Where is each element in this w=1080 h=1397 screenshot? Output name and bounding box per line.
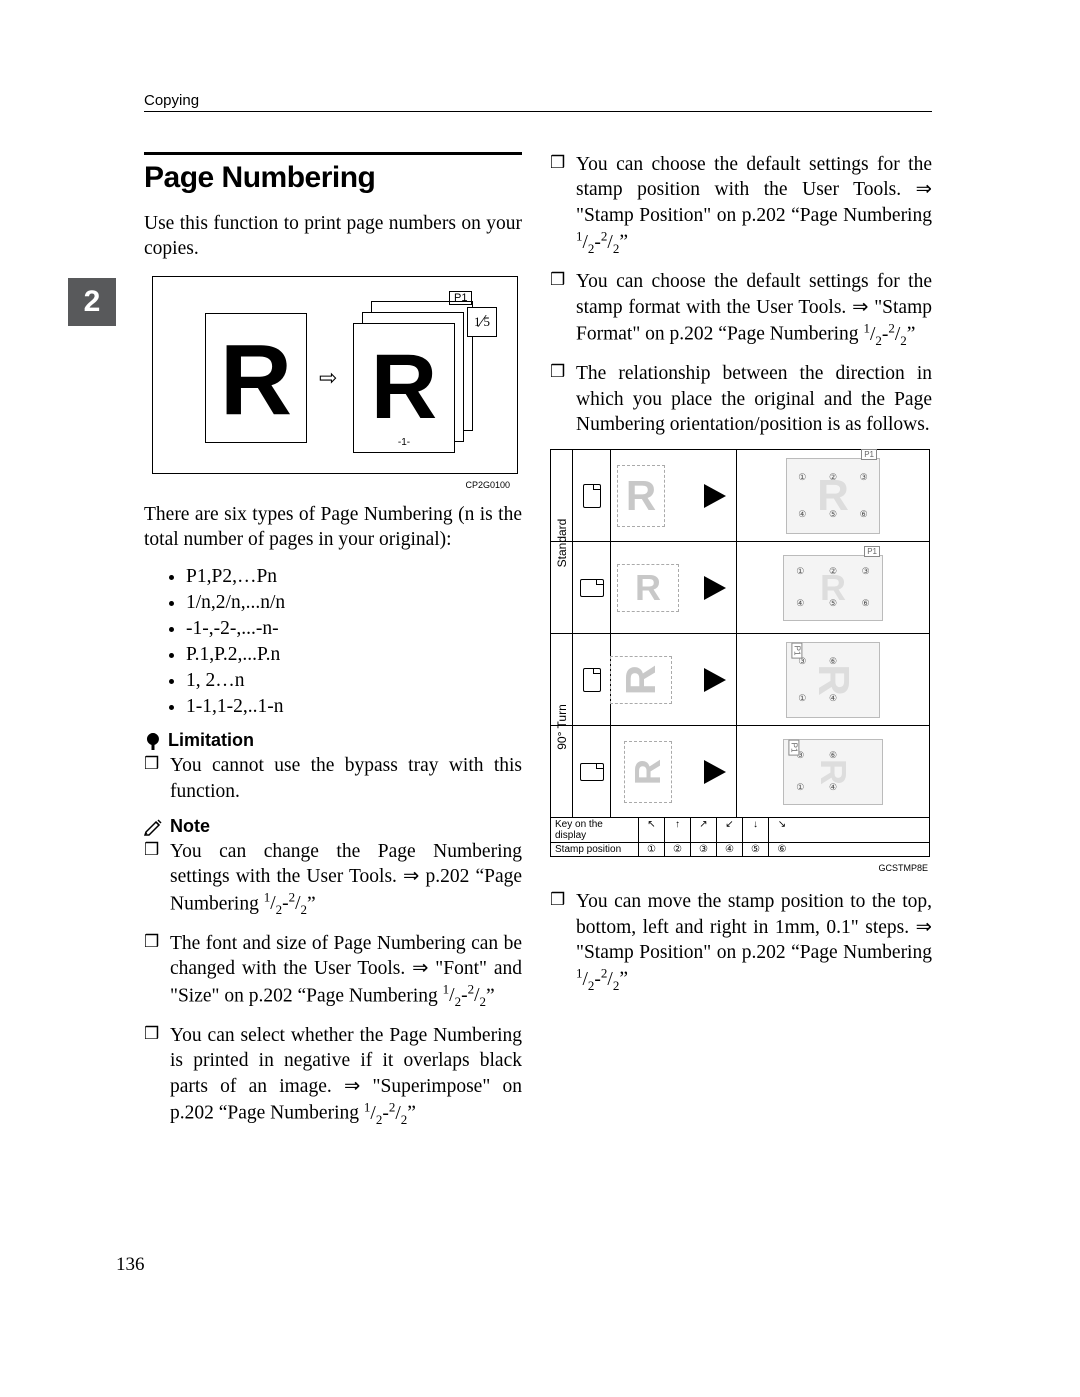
note-item: You can select whether the Page Numberin… <box>144 1023 522 1128</box>
pencil-icon <box>144 818 164 836</box>
fig2-source-cell: R <box>611 726 737 817</box>
fig2-caption: GCSTMP8E <box>550 863 928 873</box>
type-item: P.1,P.2,...P.n <box>186 644 522 666</box>
source-R-icon: R <box>610 656 672 704</box>
note-title: Note <box>170 816 210 837</box>
notes-left-list: You can change the Page Numbering settin… <box>144 839 522 1128</box>
section-title: Page Numbering <box>144 161 522 195</box>
fig2-orient-cell <box>573 726 611 817</box>
note-item: You can move the stamp position to the t… <box>550 889 932 994</box>
fig2-orient-cell <box>573 450 611 541</box>
arrow-icon <box>704 760 726 784</box>
p1-badge: P1 <box>861 449 877 460</box>
source-R-icon: R <box>624 741 672 803</box>
fig2-result-cell: P1 R ①②③ ④⑤⑥ <box>737 450 929 541</box>
fig2-rowlabel-turn: 90° Turn <box>551 634 573 725</box>
landscape-icon <box>580 579 604 597</box>
result-sheet: P1 R ③⑥ ①④ <box>783 739 883 805</box>
types-list: P1,P2,…Pn 1/n,2/n,...n/n -1-,-2-,...-n- … <box>186 566 522 718</box>
p1-badge: P1 <box>791 642 802 658</box>
source-R-icon: R <box>617 465 665 527</box>
chapter-tab: 2 <box>68 278 116 326</box>
fig2-source-cell: R <box>611 634 737 725</box>
notes-right-bottom-list: You can move the stamp position to the t… <box>550 889 932 994</box>
fig2-source-cell: R <box>611 542 737 633</box>
left-column: Page Numbering Use this function to prin… <box>144 152 522 1140</box>
page-container: Copying 2 Page Numbering Use this functi… <box>144 92 932 1140</box>
arrow-icon <box>704 668 726 692</box>
figure-page-numbering: R ⇨ R -1- P1 1⁄5 <box>152 276 518 474</box>
result-sheet: P1 R ③⑥ ①④ <box>786 642 880 718</box>
landscape-icon <box>580 763 604 781</box>
fig1-copy-sheet: R -1- <box>353 323 455 453</box>
portrait-icon <box>583 484 601 508</box>
fig1-letter: R <box>220 330 292 430</box>
source-R-icon: R <box>617 564 679 612</box>
fig1-original-sheet: R <box>205 313 307 443</box>
limitation-item: You cannot use the bypass tray with this… <box>144 753 522 804</box>
fig2-row: 90° Turn R P1 R ③⑥ ①④ <box>551 634 929 726</box>
intro-text: Use this function to print page numbers … <box>144 211 522 262</box>
fig2-result-cell: P1 R ③⑥ ①④ <box>737 634 929 725</box>
p1-badge: P1 <box>864 546 880 557</box>
fig1-p1-badge: P1 <box>449 291 472 305</box>
fig1-dash-label: -1- <box>398 437 410 448</box>
type-item: 1-1,1-2,..1-n <box>186 696 522 718</box>
type-item: -1-,-2-,...-n- <box>186 618 522 640</box>
note-item: You can choose the default settings for … <box>550 269 932 349</box>
section-rule <box>144 152 522 155</box>
fig2-result-cell: P1 R ③⑥ ①④ <box>737 726 929 817</box>
limitation-heading-row: Limitation <box>144 730 522 751</box>
fig2-legend-positions: Stamp position ①②③④⑤⑥ <box>551 843 929 856</box>
fig2-legend-keys: Key on the display ↖↑↗↙↓↘ <box>551 818 929 843</box>
limitation-title: Limitation <box>168 730 254 751</box>
result-sheet: P1 R ①②③ ④⑤⑥ <box>783 555 883 621</box>
result-sheet: P1 R ①②③ ④⑤⑥ <box>786 458 880 534</box>
two-column-content: Page Numbering Use this function to prin… <box>144 152 932 1140</box>
fig2-orient-cell <box>573 634 611 725</box>
portrait-icon <box>583 668 601 692</box>
fig2-row: Standard R P1 R ①②③ ④⑤⑥ <box>551 450 929 542</box>
figure-orientation-table: Standard R P1 R ①②③ ④⑤⑥ <box>550 449 930 857</box>
note-item: The relationship between the direction i… <box>550 361 932 437</box>
notes-right-top-list: You can choose the default settings for … <box>550 152 932 437</box>
note-item: You can choose the default settings for … <box>550 152 932 257</box>
arrow-icon <box>704 484 726 508</box>
fig2-rowlabel-standard: Standard <box>551 450 573 541</box>
type-item: P1,P2,…Pn <box>186 566 522 588</box>
type-item: 1/n,2/n,...n/n <box>186 592 522 614</box>
fig2-row: R P1 R ①②③ ④⑤⑥ <box>551 542 929 634</box>
limitation-icon <box>144 731 162 751</box>
p1-badge: P1 <box>788 739 799 755</box>
fig2-result-cell: P1 R ①②③ ④⑤⑥ <box>737 542 929 633</box>
types-intro: There are six types of Page Numbering (n… <box>144 502 522 553</box>
note-item: You can change the Page Numbering settin… <box>144 839 522 919</box>
fig1-fraction-badge: 1⁄5 <box>467 307 497 337</box>
note-item: The font and size of Page Numbering can … <box>144 931 522 1011</box>
fig2-source-cell: R <box>611 450 737 541</box>
fig1-arrow-icon: ⇨ <box>319 365 337 391</box>
arrow-icon <box>704 576 726 600</box>
fig2-orient-cell <box>573 542 611 633</box>
page-number: 136 <box>116 1254 145 1276</box>
fig1-letter-copy: R <box>371 341 437 433</box>
fig2-row: R P1 R ③⑥ ①④ <box>551 726 929 818</box>
note-heading-row: Note <box>144 816 522 837</box>
type-item: 1, 2…n <box>186 670 522 692</box>
right-column: You can choose the default settings for … <box>550 152 932 1140</box>
running-header: Copying <box>144 92 932 112</box>
fig1-caption: CP2G0100 <box>144 480 510 490</box>
limitation-list: You cannot use the bypass tray with this… <box>144 753 522 804</box>
